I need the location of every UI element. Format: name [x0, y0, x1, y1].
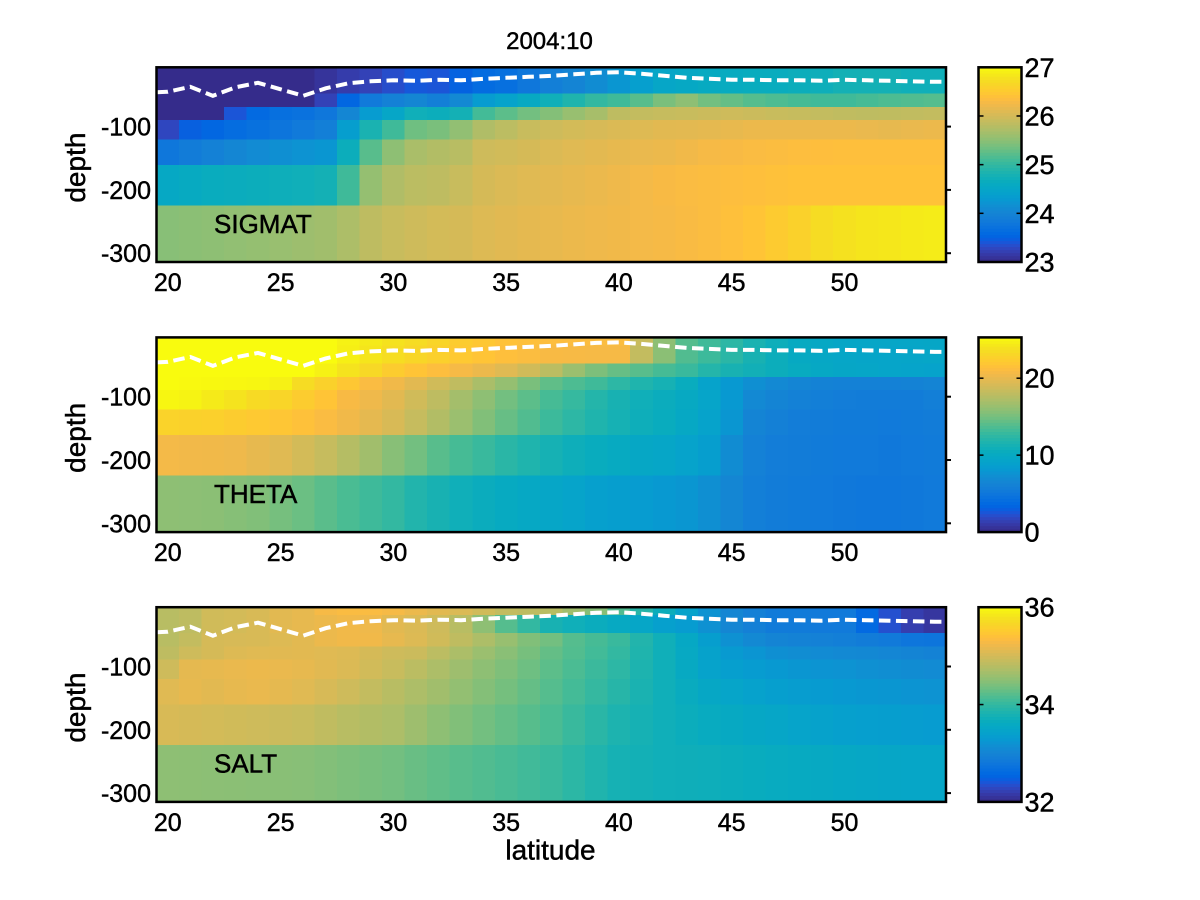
svg-text:25: 25	[267, 809, 295, 837]
svg-text:-200: -200	[101, 447, 151, 475]
svg-text:SIGMAT: SIGMAT	[214, 209, 312, 239]
svg-text:-300: -300	[101, 240, 151, 268]
svg-text:20: 20	[154, 809, 182, 837]
svg-text:depth: depth	[60, 403, 91, 473]
svg-text:30: 30	[379, 269, 407, 297]
svg-text:50: 50	[831, 269, 859, 297]
svg-text:THETA: THETA	[214, 479, 298, 509]
svg-text:20: 20	[154, 269, 182, 297]
svg-text:-100: -100	[101, 114, 151, 142]
svg-text:10: 10	[1025, 441, 1055, 471]
svg-text:40: 40	[605, 809, 633, 837]
svg-text:27: 27	[1025, 53, 1055, 83]
svg-text:25: 25	[267, 269, 295, 297]
svg-text:50: 50	[831, 539, 859, 567]
svg-text:-100: -100	[101, 654, 151, 682]
svg-text:20: 20	[1025, 364, 1055, 394]
svg-text:depth: depth	[60, 673, 91, 743]
svg-text:26: 26	[1025, 102, 1055, 132]
svg-text:30: 30	[379, 809, 407, 837]
svg-text:36: 36	[1025, 593, 1055, 623]
svg-text:40: 40	[605, 269, 633, 297]
svg-text:-200: -200	[101, 177, 151, 205]
svg-text:45: 45	[718, 539, 746, 567]
svg-text:depth: depth	[60, 133, 91, 203]
svg-text:35: 35	[492, 269, 520, 297]
svg-text:24: 24	[1025, 199, 1055, 229]
svg-text:-300: -300	[101, 510, 151, 538]
svg-text:45: 45	[718, 809, 746, 837]
svg-text:32: 32	[1025, 787, 1055, 817]
svg-text:0: 0	[1025, 518, 1040, 548]
svg-text:-300: -300	[101, 780, 151, 808]
svg-text:35: 35	[492, 809, 520, 837]
svg-text:20: 20	[154, 539, 182, 567]
svg-text:-200: -200	[101, 717, 151, 745]
svg-text:2004:10: 2004:10	[506, 28, 593, 55]
svg-text:30: 30	[379, 539, 407, 567]
svg-text:34: 34	[1025, 690, 1055, 720]
svg-text:40: 40	[605, 539, 633, 567]
svg-text:SALT: SALT	[214, 749, 277, 779]
svg-text:latitude: latitude	[505, 835, 595, 866]
svg-text:23: 23	[1025, 248, 1055, 278]
svg-text:35: 35	[492, 539, 520, 567]
svg-text:25: 25	[267, 539, 295, 567]
svg-text:50: 50	[831, 809, 859, 837]
svg-text:25: 25	[1025, 150, 1055, 180]
svg-text:45: 45	[718, 269, 746, 297]
svg-text:-100: -100	[101, 384, 151, 412]
